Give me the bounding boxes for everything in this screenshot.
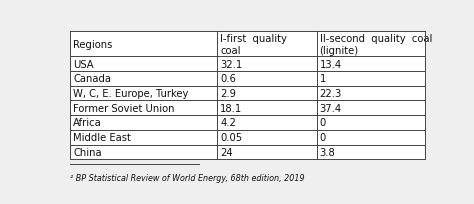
Bar xyxy=(317,72,425,86)
Bar xyxy=(218,57,317,72)
Text: Regions: Regions xyxy=(73,40,113,50)
Bar xyxy=(317,130,425,145)
Text: 0.05: 0.05 xyxy=(220,133,242,142)
Bar xyxy=(317,32,425,57)
Text: 22.3: 22.3 xyxy=(319,89,342,99)
Text: ² BP Statistical Review of World Energy, 68th edition, 2019: ² BP Statistical Review of World Energy,… xyxy=(70,173,305,182)
Text: 37.4: 37.4 xyxy=(319,103,342,113)
Text: 13.4: 13.4 xyxy=(319,60,342,69)
Bar xyxy=(70,72,218,86)
Text: 0.6: 0.6 xyxy=(220,74,236,84)
Text: 1: 1 xyxy=(319,74,326,84)
Bar xyxy=(317,57,425,72)
Text: 0: 0 xyxy=(319,133,326,142)
Text: Former Soviet Union: Former Soviet Union xyxy=(73,103,175,113)
Bar xyxy=(70,145,218,159)
Bar xyxy=(70,57,218,72)
Bar xyxy=(317,116,425,130)
Text: 0: 0 xyxy=(319,118,326,128)
Text: 24: 24 xyxy=(220,147,233,157)
Text: 4.2: 4.2 xyxy=(220,118,236,128)
Text: Africa: Africa xyxy=(73,118,102,128)
Bar xyxy=(70,116,218,130)
Bar xyxy=(70,32,218,57)
Text: 2.9: 2.9 xyxy=(220,89,237,99)
Text: 18.1: 18.1 xyxy=(220,103,243,113)
Text: I-first  quality
coal: I-first quality coal xyxy=(220,34,287,56)
Bar xyxy=(218,116,317,130)
Bar xyxy=(218,86,317,101)
Bar xyxy=(218,130,317,145)
Bar xyxy=(317,86,425,101)
Bar xyxy=(317,101,425,116)
Text: W, C, E. Europe, Turkey: W, C, E. Europe, Turkey xyxy=(73,89,189,99)
Bar xyxy=(70,101,218,116)
Bar xyxy=(218,32,317,57)
Bar xyxy=(317,145,425,159)
Text: Middle East: Middle East xyxy=(73,133,131,142)
Bar xyxy=(70,130,218,145)
Text: China: China xyxy=(73,147,102,157)
Bar xyxy=(70,86,218,101)
Text: Canada: Canada xyxy=(73,74,111,84)
Text: 32.1: 32.1 xyxy=(220,60,243,69)
Text: 3.8: 3.8 xyxy=(319,147,335,157)
Text: II-second  quality  coal
(lignite): II-second quality coal (lignite) xyxy=(319,34,432,56)
Bar xyxy=(218,101,317,116)
Bar xyxy=(218,145,317,159)
Text: USA: USA xyxy=(73,60,94,69)
Bar xyxy=(218,72,317,86)
